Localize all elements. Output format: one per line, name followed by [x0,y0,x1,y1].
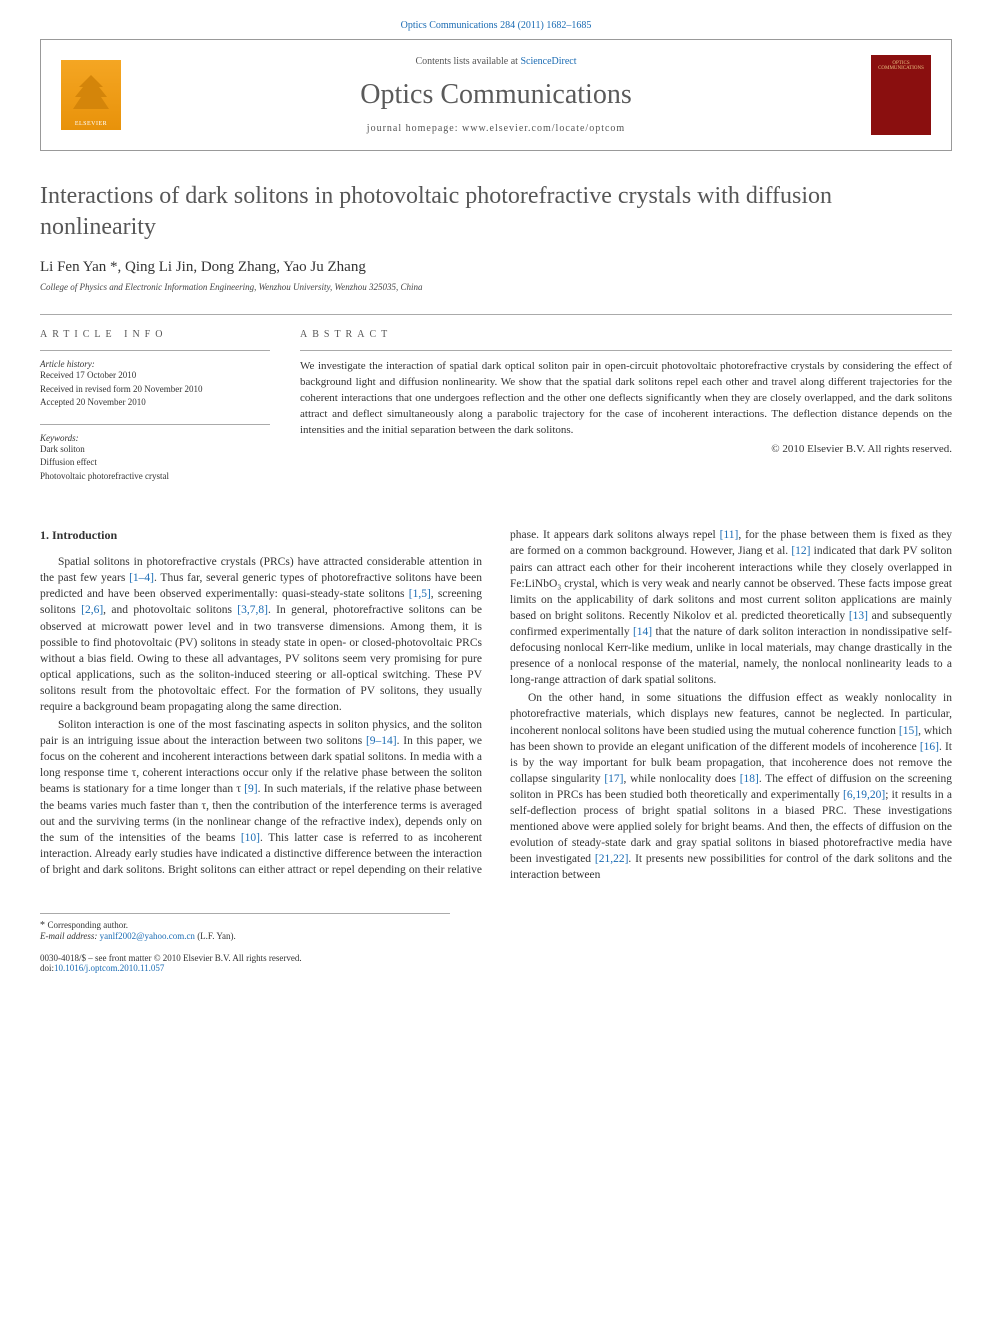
text-p3a: On the other hand, in some situations th… [510,692,952,736]
journal-header-box: ELSEVIER Contents lists available at Sci… [40,39,952,151]
ref-link-10[interactable]: [13] [849,610,868,622]
cover-title-2: COMMUNICATIONS [878,66,924,71]
ref-link-3[interactable]: [2,6] [81,604,103,616]
article-info-label: ARTICLE INFO [40,329,270,340]
article-history-block: Article history: Received 17 October 201… [40,350,270,410]
header-citation: Optics Communications 284 (2011) 1682–16… [40,20,952,31]
corresp-text: Corresponding author. [48,920,129,930]
doi-line: doi:10.1016/j.optcom.2010.11.057 [40,963,450,973]
keywords-head: Keywords: [40,433,270,443]
ref-link-11[interactable]: [14] [633,626,652,638]
bottom-meta: 0030-4018/$ – see front matter © 2010 El… [40,953,450,973]
abstract-label: ABSTRACT [300,329,952,340]
section-1-heading: 1. Introduction [40,527,482,544]
ref-link-16[interactable]: [6,19,20] [843,789,885,801]
email-label: E-mail address: [40,931,100,941]
ref-link-4[interactable]: [3,7,8] [237,604,268,616]
received-date: Received 17 October 2010 [40,369,270,383]
abstract-text: We investigate the interaction of spatia… [300,350,952,439]
doi-link[interactable]: 10.1016/j.optcom.2010.11.057 [54,963,164,973]
email-line: E-mail address: yanlf2002@yahoo.com.cn (… [40,931,450,941]
text-p1d: , and photovoltaic solitons [103,604,237,616]
contents-line: Contents lists available at ScienceDirec… [121,56,871,67]
ref-link-14[interactable]: [17] [604,773,623,785]
keyword-1: Dark soliton [40,443,270,457]
text-p1e: . In general, photorefractive solitons c… [40,604,482,713]
affiliation: College of Physics and Electronic Inform… [40,282,952,292]
email-suffix: (L.F. Yan). [195,931,236,941]
ref-link-9[interactable]: [12] [791,545,810,557]
paragraph-3: On the other hand, in some situations th… [510,690,952,883]
ref-link-15[interactable]: [18] [740,773,759,785]
doi-label: doi: [40,963,54,973]
corresponding-author-line: * Corresponding author. [40,920,450,931]
sciencedirect-link[interactable]: ScienceDirect [520,56,576,67]
main-body: 1. Introduction Spatial solitons in phot… [40,527,952,883]
abstract-copyright: © 2010 Elsevier B.V. All rights reserved… [300,443,952,455]
header-center: Contents lists available at ScienceDirec… [121,56,871,134]
abstract-column: ABSTRACT We investigate the interaction … [300,329,952,497]
authors-list: Li Fen Yan *, Qing Li Jin, Dong Zhang, Y… [40,259,952,276]
footer-block: * Corresponding author. E-mail address: … [40,913,450,973]
history-head: Article history: [40,359,270,369]
ref-link-1[interactable]: [1–4] [129,572,154,584]
journal-homepage: journal homepage: www.elsevier.com/locat… [121,123,871,134]
issn-line: 0030-4018/$ – see front matter © 2010 El… [40,953,450,963]
ref-link-12[interactable]: [15] [899,725,918,737]
ref-link-5[interactable]: [9–14] [366,735,397,747]
keywords-block: Keywords: Dark soliton Diffusion effect … [40,424,270,484]
ref-link-7[interactable]: [10] [241,832,260,844]
ref-link-17[interactable]: [21,22] [595,853,629,865]
accepted-date: Accepted 20 November 2010 [40,396,270,410]
keyword-3: Photovoltaic photorefractive crystal [40,470,270,484]
revised-date: Received in revised form 20 November 201… [40,383,270,397]
elsevier-tree-icon [71,75,111,115]
journal-name: Optics Communications [121,79,871,111]
email-link[interactable]: yanlf2002@yahoo.com.cn [100,931,195,941]
elsevier-label: ELSEVIER [75,121,107,127]
contents-text: Contents lists available at [415,56,520,67]
ref-link-2[interactable]: [1,5] [409,588,431,600]
ref-link-6[interactable]: [9] [244,783,257,795]
elsevier-logo: ELSEVIER [61,60,121,130]
ref-link-8[interactable]: [11] [720,529,739,541]
meta-row: ARTICLE INFO Article history: Received 1… [40,314,952,497]
keyword-2: Diffusion effect [40,456,270,470]
journal-cover-thumbnail: OPTICS COMMUNICATIONS [871,55,931,135]
star-icon: * [40,920,48,931]
ref-link-13[interactable]: [16] [920,741,939,753]
article-title: Interactions of dark solitons in photovo… [40,181,952,243]
article-info-column: ARTICLE INFO Article history: Received 1… [40,329,270,497]
paragraph-1: Spatial solitons in photorefractive crys… [40,554,482,715]
text-p3d: , while nonlocality does [624,773,740,785]
